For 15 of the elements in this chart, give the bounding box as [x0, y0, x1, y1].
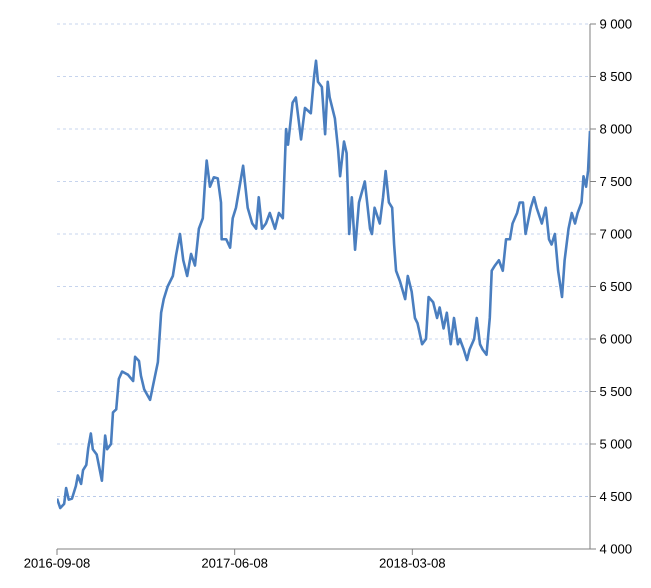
y-tick-label: 6 500: [600, 282, 632, 292]
y-tick-label: 7 500: [600, 176, 632, 186]
y-tick-label: 5 000: [600, 439, 632, 449]
y-tick-label: 5 500: [600, 386, 632, 396]
x-tick-label: 2018-03-08: [380, 558, 445, 568]
y-tick-label: 9 000: [600, 19, 632, 29]
y-tick-label: 6 000: [600, 334, 632, 344]
y-tick-label: 8 500: [600, 72, 632, 82]
line-series: [57, 59, 590, 510]
y-tick-label: 4 500: [600, 492, 632, 502]
x-tick-label: 2016-09-08: [24, 558, 90, 568]
y-tick-label: 8 000: [600, 124, 632, 134]
y-tick-label: 4 000: [600, 544, 632, 554]
x-tick-label: 2017-06-08: [202, 558, 268, 568]
y-tick-label: 7 000: [600, 229, 632, 239]
